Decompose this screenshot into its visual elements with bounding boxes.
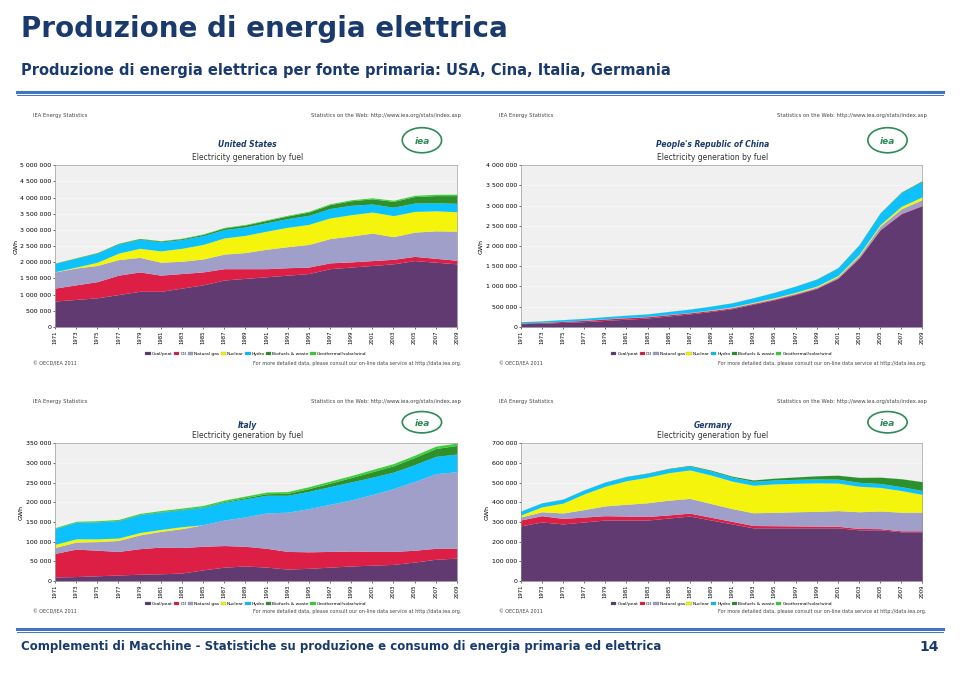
Y-axis label: GWh: GWh bbox=[485, 505, 490, 520]
Text: iea: iea bbox=[414, 419, 430, 428]
Text: Statistics on the Web: http://www.iea.org/stats/index.asp: Statistics on the Web: http://www.iea.or… bbox=[311, 114, 461, 118]
Text: IEA Energy Statistics: IEA Energy Statistics bbox=[499, 399, 553, 404]
Text: For more detailed data, please consult our on-line data service at http://data.i: For more detailed data, please consult o… bbox=[252, 361, 461, 366]
Text: © OECD/IEA 2011: © OECD/IEA 2011 bbox=[34, 609, 77, 614]
Text: Produzione di energia elettrica: Produzione di energia elettrica bbox=[21, 15, 508, 43]
Text: For more detailed data, please consult our on-line data service at http://data.i: For more detailed data, please consult o… bbox=[252, 609, 461, 614]
Legend: Coal/peat, Oil, Natural gas, Nuclear, Hydro, Biofuels & waste, Geothermal/solar/: Coal/peat, Oil, Natural gas, Nuclear, Hy… bbox=[612, 602, 832, 606]
Y-axis label: GWh: GWh bbox=[479, 238, 484, 254]
Text: 14: 14 bbox=[920, 640, 939, 654]
Text: Electricity generation by fuel: Electricity generation by fuel bbox=[658, 153, 768, 162]
Text: Italy: Italy bbox=[237, 420, 257, 429]
Text: Electricity generation by fuel: Electricity generation by fuel bbox=[192, 153, 302, 162]
Text: Electricity generation by fuel: Electricity generation by fuel bbox=[192, 431, 302, 440]
Text: Statistics on the Web: http://www.iea.org/stats/index.asp: Statistics on the Web: http://www.iea.or… bbox=[777, 114, 926, 118]
Text: iea: iea bbox=[879, 137, 896, 146]
Text: People's Republic of China: People's Republic of China bbox=[657, 140, 769, 149]
Text: iea: iea bbox=[414, 137, 430, 146]
Y-axis label: GWh: GWh bbox=[19, 505, 24, 520]
Text: Electricity generation by fuel: Electricity generation by fuel bbox=[658, 431, 768, 440]
Text: iea: iea bbox=[879, 419, 896, 428]
Text: IEA Energy Statistics: IEA Energy Statistics bbox=[499, 114, 553, 118]
Text: © OECD/IEA 2011: © OECD/IEA 2011 bbox=[499, 361, 542, 366]
Y-axis label: GWh: GWh bbox=[13, 238, 18, 254]
Text: Complementi di Macchine - Statistiche su produzione e consumo di energia primari: Complementi di Macchine - Statistiche su… bbox=[21, 640, 661, 653]
Text: Statistics on the Web: http://www.iea.org/stats/index.asp: Statistics on the Web: http://www.iea.or… bbox=[311, 399, 461, 404]
Legend: Coal/peat, Oil, Natural gas, Nuclear, Hydro, Biofuels & waste, Geothermal/solar/: Coal/peat, Oil, Natural gas, Nuclear, Hy… bbox=[146, 352, 367, 356]
Text: IEA Energy Statistics: IEA Energy Statistics bbox=[34, 114, 87, 118]
Text: For more detailed data, please consult our on-line data service at http://data.i: For more detailed data, please consult o… bbox=[718, 361, 926, 366]
Text: © OECD/IEA 2011: © OECD/IEA 2011 bbox=[34, 361, 77, 366]
Text: For more detailed data, please consult our on-line data service at http://data.i: For more detailed data, please consult o… bbox=[718, 609, 926, 614]
Text: © OECD/IEA 2011: © OECD/IEA 2011 bbox=[499, 609, 542, 614]
Text: United States: United States bbox=[218, 140, 276, 149]
Text: Statistics on the Web: http://www.iea.org/stats/index.asp: Statistics on the Web: http://www.iea.or… bbox=[777, 399, 926, 404]
Legend: Coal/peat, Oil, Natural gas, Nuclear, Hydro, Biofuels & waste, Geothermal/solar/: Coal/peat, Oil, Natural gas, Nuclear, Hy… bbox=[612, 352, 832, 356]
Text: Germany: Germany bbox=[693, 420, 732, 429]
Text: IEA Energy Statistics: IEA Energy Statistics bbox=[34, 399, 87, 404]
Text: Produzione di energia elettrica per fonte primaria: USA, Cina, Italia, Germania: Produzione di energia elettrica per font… bbox=[21, 63, 671, 78]
Legend: Coal/peat, Oil, Natural gas, Nuclear, Hydro, Biofuels & waste, Geothermal/solar/: Coal/peat, Oil, Natural gas, Nuclear, Hy… bbox=[146, 602, 367, 606]
